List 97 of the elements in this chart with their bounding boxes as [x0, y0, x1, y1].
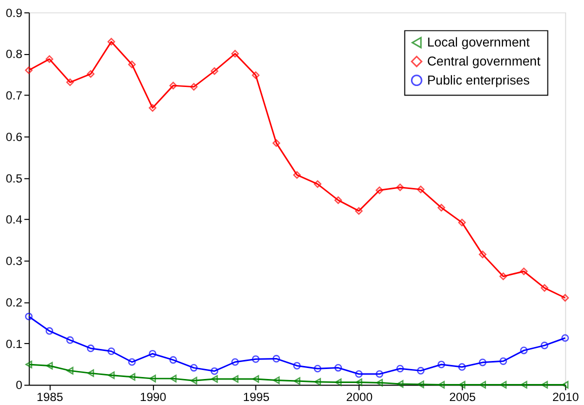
point	[169, 82, 177, 90]
point	[334, 378, 342, 386]
point	[438, 360, 446, 368]
y-tick-label: 0.7	[6, 88, 23, 103]
point	[252, 375, 260, 383]
x-tick-label: 2005	[449, 390, 476, 404]
point	[66, 78, 74, 86]
point	[416, 186, 425, 194]
point	[148, 104, 156, 112]
point	[520, 346, 528, 354]
point	[500, 380, 507, 389]
point	[86, 70, 94, 78]
point	[396, 380, 404, 388]
point	[438, 380, 445, 389]
point	[293, 171, 301, 179]
point	[231, 358, 239, 366]
point	[520, 268, 528, 276]
point	[355, 370, 363, 378]
point	[294, 377, 300, 385]
point	[355, 378, 362, 386]
point	[210, 67, 218, 75]
point	[334, 196, 342, 204]
point	[66, 366, 74, 374]
point	[149, 374, 156, 382]
point	[128, 60, 136, 68]
point	[170, 374, 177, 382]
x-tick-label: 2010	[552, 390, 580, 404]
point	[272, 376, 280, 384]
y-tick-label: 0.9	[6, 6, 23, 20]
point	[499, 272, 508, 280]
point	[25, 360, 32, 368]
point	[46, 55, 54, 63]
point	[87, 369, 94, 377]
point	[396, 184, 404, 192]
point	[25, 66, 33, 74]
point	[540, 342, 548, 350]
point	[169, 356, 177, 364]
point	[417, 380, 424, 388]
point	[46, 362, 53, 370]
legend-label: Central government	[427, 53, 541, 68]
y-tick-label: 0	[16, 378, 23, 392]
point	[66, 336, 74, 344]
point	[499, 357, 508, 365]
legend-label: Local government	[427, 34, 530, 50]
y-tick-label: 0.2	[6, 295, 23, 310]
y-tick-label: 0.5	[6, 171, 23, 186]
point	[438, 204, 446, 212]
point	[561, 294, 569, 302]
point	[479, 380, 486, 389]
point	[416, 366, 425, 374]
point	[376, 370, 384, 378]
point	[314, 364, 322, 372]
y-tick-label: 0.3	[6, 254, 23, 268]
point	[396, 364, 404, 372]
point	[376, 378, 383, 386]
point	[108, 38, 116, 46]
point	[520, 380, 528, 389]
point	[232, 375, 238, 383]
x-tick-label: 2000	[346, 390, 373, 404]
y-tick-label: 0.8	[6, 47, 23, 62]
point	[108, 347, 116, 356]
point	[128, 358, 136, 366]
point	[478, 250, 486, 258]
point	[272, 354, 280, 362]
point	[252, 71, 260, 80]
point	[46, 327, 54, 335]
x-tick-label: 1990	[140, 390, 167, 404]
point	[478, 358, 486, 366]
point	[108, 371, 115, 380]
point	[314, 180, 322, 188]
point	[293, 362, 301, 370]
point	[272, 139, 280, 147]
point	[148, 350, 156, 358]
point	[128, 373, 136, 381]
point	[458, 380, 466, 389]
point	[86, 344, 94, 352]
point	[190, 83, 198, 91]
point	[314, 378, 321, 386]
point	[541, 380, 548, 389]
point	[334, 364, 342, 372]
point	[355, 207, 363, 215]
y-tick-label: 0.1	[6, 336, 23, 351]
legend-label: Public enterprises	[427, 72, 530, 88]
point	[252, 355, 260, 363]
y-tick-label: 0.4	[6, 212, 23, 227]
y-tick-label: 0.6	[6, 130, 23, 144]
x-tick-label: 1995	[242, 390, 270, 404]
point	[376, 186, 384, 194]
point	[190, 364, 198, 372]
point	[210, 367, 218, 375]
point	[458, 218, 466, 226]
point	[458, 363, 466, 371]
point	[211, 375, 218, 383]
x-tick-label: 1985	[36, 390, 64, 404]
point	[540, 284, 548, 292]
point	[190, 376, 198, 384]
point	[231, 50, 239, 58]
